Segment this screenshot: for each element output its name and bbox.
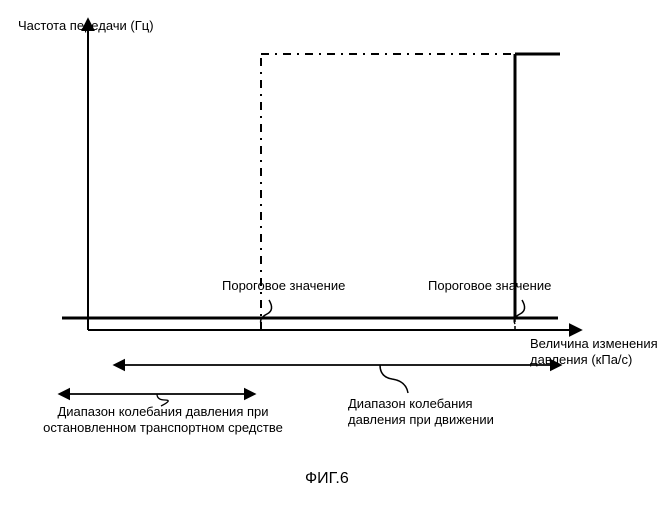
threshold-label-1: Пороговое значение: [222, 278, 345, 294]
stopped-range-label: Диапазон колебания давления при остановл…: [38, 404, 288, 437]
figure-caption: ФИГ.6: [305, 470, 349, 488]
moving-range-label: Диапазон колебания давления при движении: [348, 396, 528, 429]
x-axis-label: Величина изменения давления (кПа/с): [530, 336, 660, 369]
threshold-label-2: Пороговое значение: [428, 278, 551, 294]
diagram-stage: Частота передачи (Гц) Величина изменения…: [0, 0, 663, 500]
y-axis-label: Частота передачи (Гц): [18, 18, 154, 34]
